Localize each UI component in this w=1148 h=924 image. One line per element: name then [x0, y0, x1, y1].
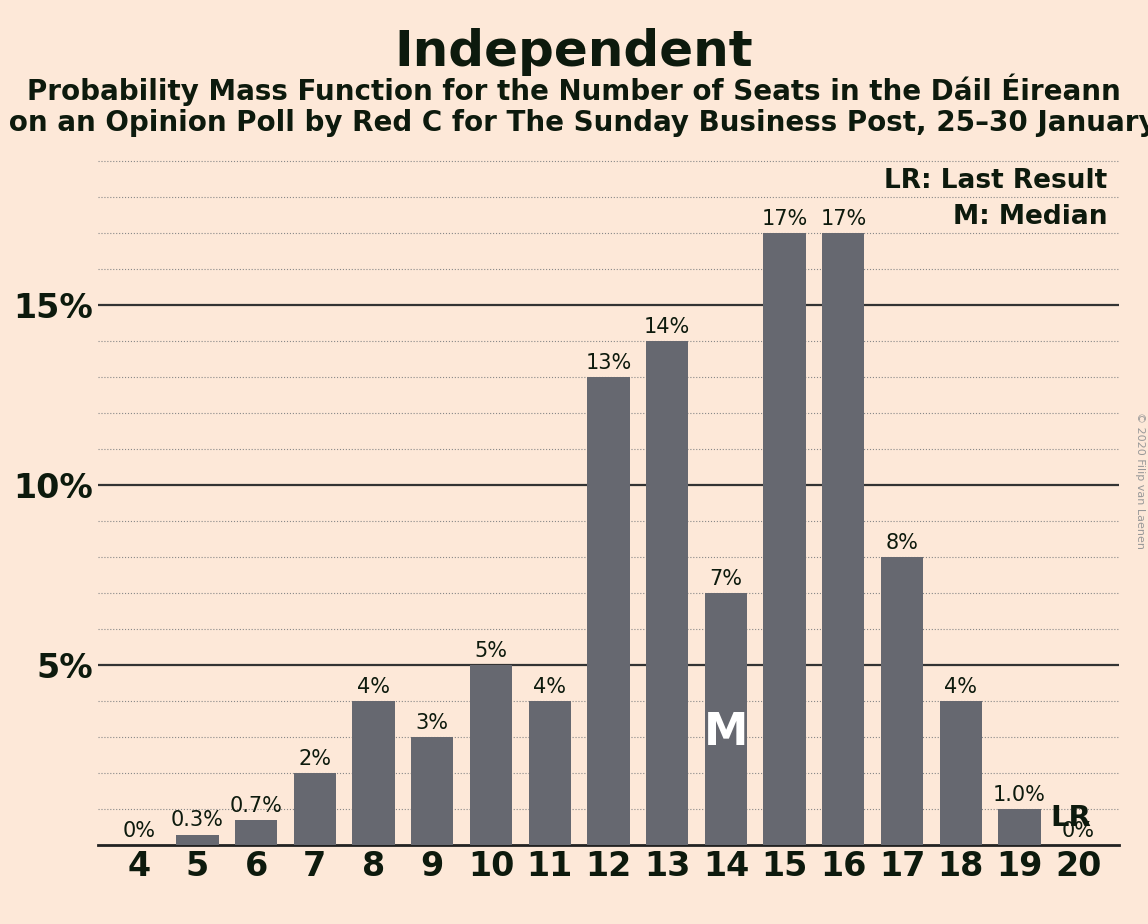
Bar: [999, 809, 1040, 845]
Text: LR: Last Result: LR: Last Result: [884, 168, 1108, 194]
Text: 3%: 3%: [416, 713, 449, 733]
Bar: [822, 233, 864, 845]
Bar: [177, 834, 218, 845]
Text: 14%: 14%: [644, 317, 690, 337]
Text: 0.7%: 0.7%: [230, 796, 282, 816]
Bar: [705, 593, 747, 845]
Bar: [352, 701, 395, 845]
Text: 0%: 0%: [1062, 821, 1095, 841]
Bar: [235, 821, 278, 845]
Bar: [646, 341, 689, 845]
Bar: [939, 701, 982, 845]
Text: Independent: Independent: [395, 28, 753, 76]
Bar: [763, 233, 806, 845]
Text: 4%: 4%: [357, 677, 390, 697]
Bar: [411, 737, 453, 845]
Text: 1.0%: 1.0%: [993, 785, 1046, 805]
Bar: [881, 557, 923, 845]
Text: 4%: 4%: [945, 677, 977, 697]
Text: 4%: 4%: [533, 677, 566, 697]
Text: 2%: 2%: [298, 749, 332, 769]
Bar: [528, 701, 571, 845]
Text: 13%: 13%: [585, 353, 631, 373]
Bar: [470, 665, 512, 845]
Text: 17%: 17%: [761, 209, 808, 229]
Text: © 2020 Filip van Laenen: © 2020 Filip van Laenen: [1135, 412, 1145, 549]
Text: 5%: 5%: [474, 641, 507, 661]
Text: 7%: 7%: [709, 569, 743, 590]
Text: 0%: 0%: [122, 821, 155, 841]
Bar: [294, 773, 336, 845]
Text: 0.3%: 0.3%: [171, 810, 224, 831]
Text: M: M: [704, 711, 748, 753]
Text: LR: LR: [1050, 805, 1091, 833]
Text: 8%: 8%: [885, 533, 918, 553]
Bar: [588, 377, 629, 845]
Text: Probability Mass Function for the Number of Seats in the Dáil Éireann: Probability Mass Function for the Number…: [28, 74, 1120, 106]
Text: M: Median: M: Median: [953, 204, 1108, 230]
Text: Based on an Opinion Poll by Red C for The Sunday Business Post, 25–30 January 20: Based on an Opinion Poll by Red C for Th…: [0, 109, 1148, 137]
Text: 17%: 17%: [820, 209, 867, 229]
